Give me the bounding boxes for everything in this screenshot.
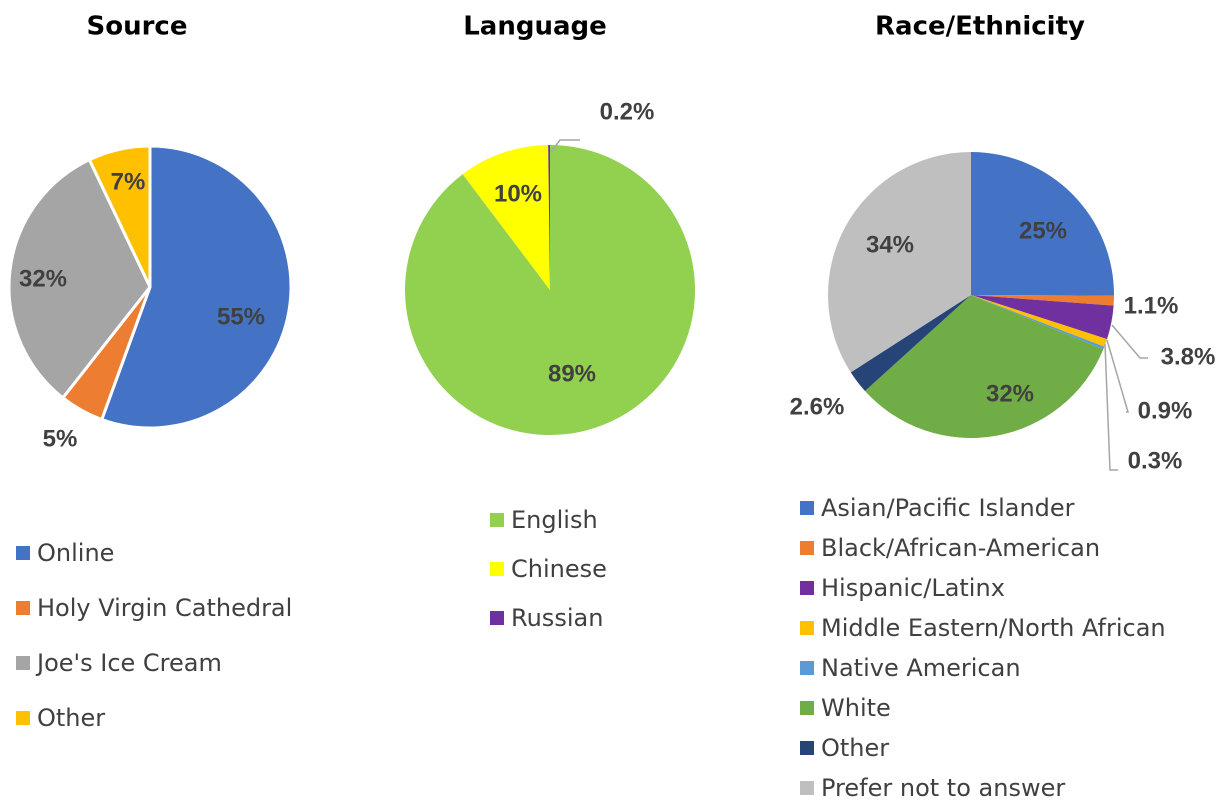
data-label: 10% xyxy=(494,180,542,207)
legend-label: Prefer not to answer xyxy=(821,774,1065,802)
leader-line xyxy=(1111,324,1148,359)
legend-swatch xyxy=(16,711,30,725)
legend-label: Asian/Pacific Islander xyxy=(821,494,1075,522)
legend-swatch xyxy=(16,656,30,670)
leader-line xyxy=(550,139,580,153)
leader-line xyxy=(1104,343,1118,471)
legend-label: Online xyxy=(37,539,114,567)
pie-slice xyxy=(971,295,1108,347)
legend-swatch xyxy=(800,661,814,675)
legend-swatch xyxy=(16,601,30,615)
legend-swatch xyxy=(800,501,814,515)
data-label: 32% xyxy=(986,380,1034,407)
legend-label: White xyxy=(821,694,891,722)
data-label: 34% xyxy=(866,231,914,258)
pie-slice xyxy=(971,295,1114,340)
data-label: 5% xyxy=(43,425,78,452)
data-label: 7% xyxy=(111,168,146,195)
chart-title: Race/Ethnicity xyxy=(875,12,1085,42)
chart-title: Source xyxy=(87,12,188,42)
legend-swatch xyxy=(800,741,814,755)
data-label: 1.1% xyxy=(1124,292,1179,319)
data-label: 3.8% xyxy=(1161,343,1216,370)
legend-label: Other xyxy=(821,734,889,762)
pie-slice xyxy=(100,144,293,430)
legend-label: Middle Eastern/North African xyxy=(821,614,1166,642)
legend-swatch xyxy=(800,701,814,715)
data-label: 0.2% xyxy=(600,98,655,125)
pie-slice xyxy=(548,145,550,290)
legend-swatch xyxy=(800,781,814,795)
pie-slice xyxy=(971,295,1114,306)
chart-title: Language xyxy=(463,12,607,42)
pie-slice xyxy=(7,158,152,400)
legend-label: Joe's Ice Cream xyxy=(35,649,222,677)
pie-slice xyxy=(462,145,550,290)
pie-slice xyxy=(971,152,1114,296)
legend-label: Chinese xyxy=(511,555,607,583)
legend-swatch xyxy=(800,581,814,595)
legend-label: Russian xyxy=(511,604,603,632)
legend-swatch xyxy=(490,513,504,527)
legend-swatch xyxy=(800,621,814,635)
data-label: 25% xyxy=(1019,217,1067,244)
data-label: 0.9% xyxy=(1138,397,1193,424)
pie-slice xyxy=(864,295,1104,439)
data-label: 0.3% xyxy=(1128,447,1183,474)
pie-slice xyxy=(828,152,971,373)
legend-swatch xyxy=(16,546,30,560)
legend-label: Hispanic/Latinx xyxy=(821,574,1005,602)
legend-label: Black/African-American xyxy=(821,534,1100,562)
pie-slice xyxy=(87,144,152,289)
legend-swatch xyxy=(800,541,814,555)
legend-swatch xyxy=(490,562,504,576)
legend-label: Native American xyxy=(821,654,1021,682)
legend-label: Holy Virgin Cathedral xyxy=(37,594,292,622)
legend-label: Other xyxy=(37,704,105,732)
data-label: 55% xyxy=(217,303,265,330)
legend-swatch xyxy=(490,611,504,625)
legend-label: English xyxy=(511,506,598,534)
data-label: 89% xyxy=(548,360,596,387)
data-label: 2.6% xyxy=(790,393,845,420)
data-label: 32% xyxy=(19,265,67,292)
leader-line xyxy=(1106,339,1129,413)
pie-slice xyxy=(971,295,1105,350)
pie-slice xyxy=(850,295,971,391)
